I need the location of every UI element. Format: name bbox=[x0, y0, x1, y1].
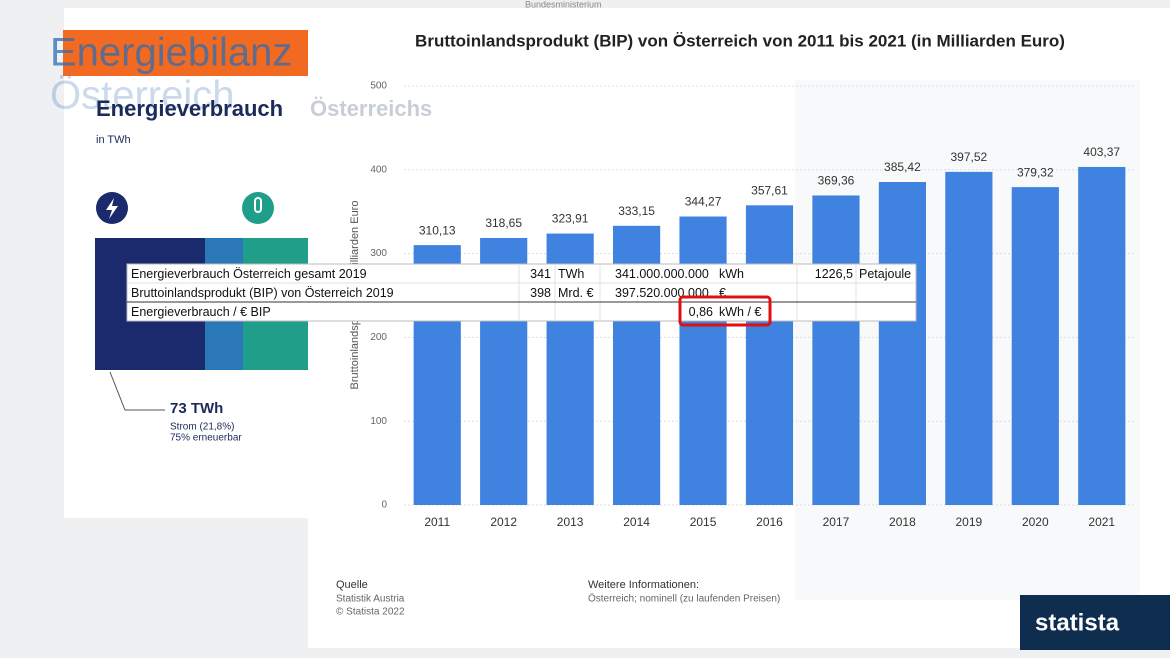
y-tick-label: 400 bbox=[370, 164, 387, 175]
table-cell: 341 bbox=[530, 267, 551, 281]
x-tick-label: 2018 bbox=[889, 515, 916, 529]
table-cell: 1226,5 bbox=[815, 267, 853, 281]
leader bbox=[109, 371, 165, 411]
source-line: © Statista 2022 bbox=[336, 607, 405, 618]
bar bbox=[945, 171, 993, 505]
table-cell: 0,86 bbox=[689, 305, 713, 319]
value-label: 318,65 bbox=[485, 216, 522, 230]
icon bbox=[106, 198, 118, 219]
y-tick-label: 500 bbox=[370, 81, 387, 92]
table-cell: Bruttoinlandsprodukt (BIP) von Österreic… bbox=[131, 286, 394, 300]
icon bbox=[242, 192, 274, 224]
bar bbox=[1011, 187, 1059, 506]
panel-title: Österreich bbox=[50, 74, 235, 118]
y-tick-label: 300 bbox=[370, 248, 387, 259]
bar bbox=[745, 205, 794, 505]
bar bbox=[812, 195, 860, 505]
chart-title: Bruttoinlandsprodukt (BIP) von Österreic… bbox=[415, 31, 1065, 50]
panel-heading: Energieverbrauch bbox=[96, 96, 283, 121]
icon bbox=[254, 197, 262, 213]
x-tick-label: 2011 bbox=[424, 515, 450, 529]
highlight-box bbox=[678, 295, 772, 327]
value-label: 333,15 bbox=[618, 204, 655, 218]
x-tick-label: 2016 bbox=[756, 515, 783, 529]
x-tick-label: 2019 bbox=[956, 515, 983, 529]
orange-band bbox=[63, 30, 308, 76]
value-label: 403,37 bbox=[1083, 145, 1120, 159]
value-label: 369,36 bbox=[818, 174, 855, 188]
y-tick-label: 200 bbox=[370, 332, 387, 343]
overlay-table: Energieverbrauch Österreich gesamt 2019 3… bbox=[126, 263, 917, 327]
x-tick-label: 2014 bbox=[623, 515, 650, 529]
table-cell: Energieverbrauch / € BIP bbox=[131, 305, 271, 319]
panel-unit: in TWh bbox=[96, 134, 131, 146]
table-cell: kWh / € bbox=[719, 305, 761, 319]
table-cell: 341.000.000.000 bbox=[615, 267, 709, 281]
info-heading: Weitere Informationen: bbox=[588, 579, 699, 591]
x-tick-label: 2017 bbox=[823, 515, 850, 529]
bar bbox=[878, 182, 927, 505]
info-text: Österreich; nominell (zu laufenden Preis… bbox=[588, 593, 780, 605]
source-line: Statistik Austria bbox=[336, 594, 405, 605]
stat-line: Strom (21,8%) bbox=[170, 422, 234, 433]
panel-title: Energiebilanz bbox=[50, 31, 292, 75]
table-cell: TWh bbox=[558, 267, 584, 281]
x-tick-label: 2021 bbox=[1088, 515, 1115, 529]
value-label: 385,42 bbox=[884, 160, 921, 174]
x-tick-label: 2012 bbox=[490, 515, 517, 529]
x-tick-label: 2015 bbox=[690, 515, 717, 529]
stat: 73 TWh bbox=[170, 400, 223, 417]
value-label: 344,27 bbox=[685, 195, 722, 209]
bar bbox=[1078, 166, 1126, 505]
table-cell: Mrd. € bbox=[558, 286, 593, 300]
table-bg bbox=[126, 263, 917, 322]
table-cell: 398 bbox=[530, 286, 551, 300]
logo-box bbox=[1020, 595, 1170, 650]
value-label: 357,61 bbox=[751, 183, 788, 197]
table-cell: Petajoule bbox=[859, 267, 911, 281]
x-tick-label: 2020 bbox=[1022, 515, 1049, 529]
logo: statista bbox=[1035, 609, 1120, 636]
source-heading: Quelle bbox=[336, 579, 368, 591]
value-label: 379,32 bbox=[1017, 165, 1054, 179]
y-tick-label: 0 bbox=[381, 500, 387, 511]
x-tick-label: 2013 bbox=[557, 515, 584, 529]
panel-heading-tail: Österreichs bbox=[310, 96, 432, 121]
stat-line: 75% erneuerbar bbox=[170, 433, 242, 444]
table-cell: € bbox=[719, 286, 726, 300]
bar bbox=[679, 216, 727, 505]
value-label: 397,52 bbox=[951, 150, 988, 164]
value-label: 310,13 bbox=[419, 223, 456, 237]
table-cell: Energieverbrauch Österreich gesamt 2019 bbox=[131, 267, 367, 281]
top-note: Bundesministerium bbox=[525, 0, 602, 9]
y-tick-label: 100 bbox=[370, 416, 387, 427]
value-label: 323,91 bbox=[552, 212, 589, 226]
table-cell: kWh bbox=[719, 267, 744, 281]
